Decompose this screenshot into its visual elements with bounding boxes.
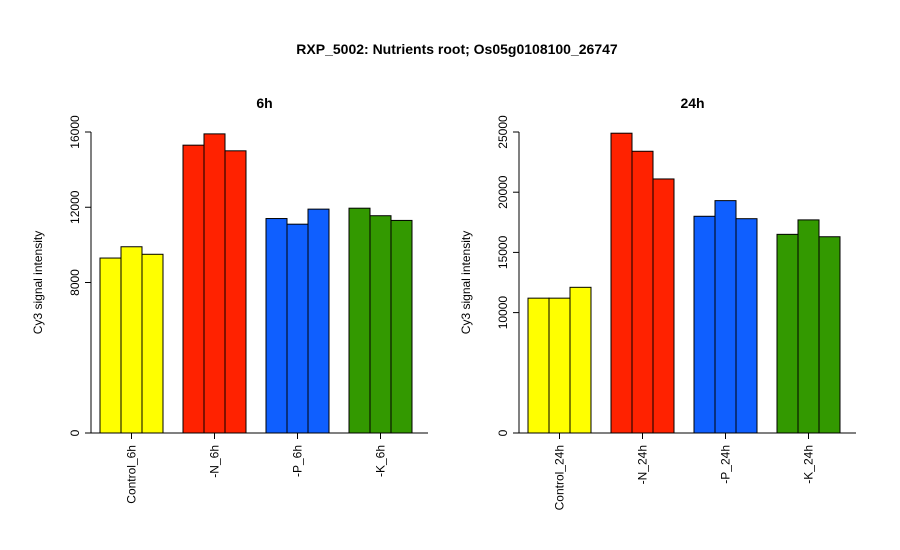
bar--n-24h-rep2 xyxy=(631,150,654,434)
bar--p-24h-rep2 xyxy=(714,200,737,434)
panel-24h: 24h Cy3 signal intensity 0 10000 15000 20000 2… xyxy=(459,95,856,510)
bar-control-24h-rep3 xyxy=(569,286,592,434)
bar-control-6h-rep3 xyxy=(141,253,164,434)
bar--k-6h-rep1 xyxy=(348,207,371,434)
x-tick-label: -K_24h xyxy=(802,445,816,484)
bar--p-6h-rep3 xyxy=(307,208,330,434)
bar--p-24h-rep1 xyxy=(693,215,716,434)
bar--k-6h-rep3 xyxy=(390,219,413,434)
bar-control-6h-rep1 xyxy=(99,257,122,434)
figure-title: RXP_5002: Nutrients root; Os05g0108100_2… xyxy=(296,41,618,57)
y-tick-label: 25000 xyxy=(496,115,510,149)
y-tick-label: 0 xyxy=(496,429,510,436)
y-tick-label: 16000 xyxy=(68,115,82,149)
bar--p-6h-rep2 xyxy=(286,223,309,434)
x-tick-label: Control_24h xyxy=(553,445,567,510)
y-axis-label-6h: Cy3 signal intensity xyxy=(31,231,45,334)
y-tick-label: 15000 xyxy=(496,235,510,269)
bar--p-6h-rep1 xyxy=(265,218,288,434)
x-tick-label: -P_6h xyxy=(291,445,305,477)
y-tick-label: 8000 xyxy=(68,269,82,296)
bar-control-6h-rep2 xyxy=(120,246,143,434)
x-tick-label: Control_6h xyxy=(125,445,139,504)
bar-control-24h-rep2 xyxy=(548,297,571,434)
bar--n-6h-rep3 xyxy=(224,150,247,434)
bar--p-24h-rep3 xyxy=(735,218,758,434)
y-tick-label: 10000 xyxy=(496,296,510,330)
x-tick-label: -N_6h xyxy=(208,445,222,478)
y-axis-label-24h: Cy3 signal intensity xyxy=(459,231,473,334)
bar--k-24h-rep1 xyxy=(776,233,799,434)
bar--n-6h-rep1 xyxy=(182,144,205,434)
panel-6h: 6h Cy3 signal intensity 0 8000 12000 16000 Con… xyxy=(31,95,428,504)
bar--k-6h-rep2 xyxy=(369,215,392,434)
x-tick-label: -P_24h xyxy=(719,445,733,484)
bar--n-24h-rep1 xyxy=(610,132,633,434)
bar--n-6h-rep2 xyxy=(203,133,226,434)
y-tick-label: 12000 xyxy=(68,190,82,224)
y-tick-label: 0 xyxy=(68,429,82,436)
bar--k-24h-rep3 xyxy=(818,236,841,434)
bar-control-24h-rep1 xyxy=(527,297,550,434)
y-tick-label: 20000 xyxy=(496,175,510,209)
bar--k-24h-rep2 xyxy=(797,219,820,434)
bar--n-24h-rep3 xyxy=(652,178,675,434)
panel-title-6h: 6h xyxy=(256,95,272,111)
x-tick-label: -N_24h xyxy=(636,445,650,484)
x-tick-label: -K_6h xyxy=(374,445,388,477)
panel-title-24h: 24h xyxy=(680,95,704,111)
